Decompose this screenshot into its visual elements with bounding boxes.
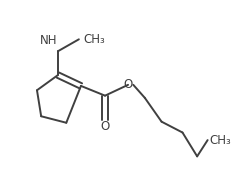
Text: O: O [123, 78, 133, 91]
Text: CH₃: CH₃ [210, 134, 231, 147]
Text: O: O [100, 119, 110, 133]
Text: NH: NH [40, 34, 57, 47]
Text: CH₃: CH₃ [83, 33, 105, 46]
